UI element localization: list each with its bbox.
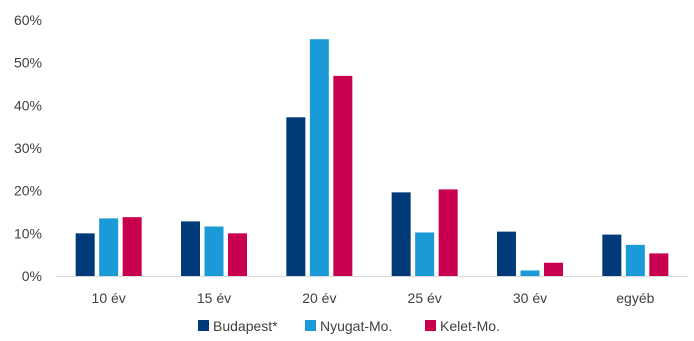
bar-budapest-2 — [286, 117, 306, 276]
bar-nyugatmo-4 — [520, 270, 540, 276]
legend: Budapest* Nyugat-Mo. Kelet-Mo. — [198, 318, 500, 334]
x-tick-label: 10 év — [92, 290, 126, 306]
x-tick-label: 25 év — [408, 290, 442, 306]
bar-keletmo-5 — [649, 253, 669, 276]
legend-swatch — [305, 320, 316, 331]
bar-budapest-1 — [181, 221, 200, 276]
bar-nyugatmo-2 — [309, 39, 329, 277]
bar-budapest-0 — [75, 233, 95, 276]
bar-nyugatmo-3 — [415, 232, 435, 276]
bar-keletmo-1 — [228, 233, 247, 276]
x-tick-label: 20 év — [302, 290, 336, 306]
bar-budapest-5 — [602, 234, 622, 276]
bar-budapest-4 — [497, 231, 516, 276]
bars — [75, 39, 669, 277]
y-tick-label: 10% — [14, 225, 42, 241]
y-axis: 0% 10% 20% 30% 40% 50% 60% — [14, 12, 42, 284]
y-tick-label: 30% — [14, 140, 42, 156]
legend-label: Nyugat-Mo. — [320, 318, 392, 334]
bar-nyugatmo-5 — [625, 244, 645, 276]
legend-swatch — [425, 320, 436, 331]
y-tick-label: 20% — [14, 183, 42, 199]
bar-keletmo-2 — [333, 75, 353, 276]
bar-keletmo-0 — [122, 217, 142, 276]
y-tick-label: 60% — [14, 12, 42, 28]
y-tick-label: 50% — [14, 55, 42, 71]
legend-swatch — [198, 320, 209, 331]
bar-nyugatmo-0 — [99, 218, 119, 276]
x-tick-label: 30 év — [513, 290, 547, 306]
bar-budapest-3 — [391, 192, 411, 276]
bar-keletmo-3 — [438, 189, 458, 276]
legend-label: Budapest* — [213, 318, 278, 334]
x-tick-label: egyéb — [616, 290, 654, 306]
y-tick-label: 0% — [22, 268, 42, 284]
y-tick-label: 40% — [14, 97, 42, 113]
bar-keletmo-4 — [544, 262, 563, 276]
x-axis: 10 év 15 év 20 év 25 év 30 év egyéb — [56, 276, 688, 306]
legend-label: Kelet-Mo. — [440, 318, 500, 334]
bar-nyugatmo-1 — [204, 226, 224, 276]
x-tick-label: 15 év — [197, 290, 231, 306]
